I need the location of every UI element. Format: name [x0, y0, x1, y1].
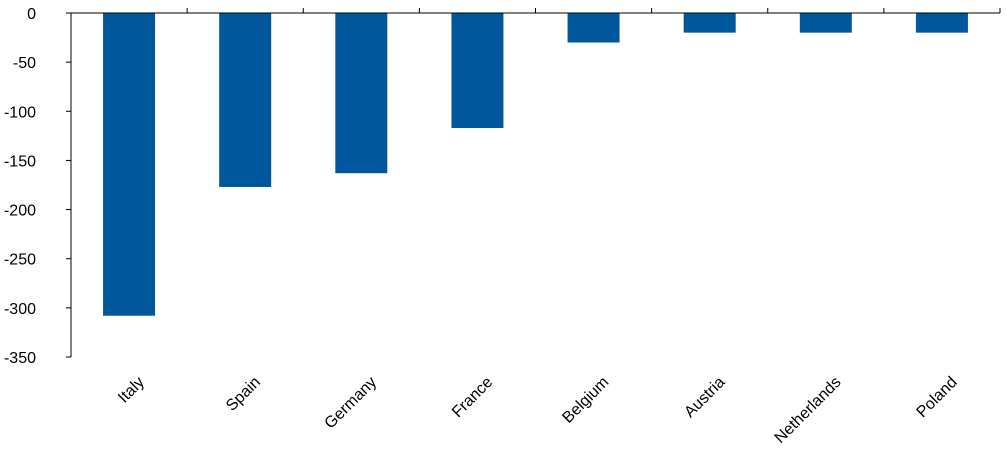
- y-tick-label: -100: [4, 104, 36, 121]
- bar-france: [451, 13, 504, 128]
- y-tick-label: -350: [4, 350, 36, 367]
- x-tick-label-netherlands: Netherlands: [772, 374, 845, 447]
- bars-group: [103, 13, 968, 316]
- y-tick-label: -150: [4, 153, 36, 170]
- y-axis: 0 -50 -100 -150 -200 -250 -300 -350: [4, 6, 72, 367]
- x-tick-label-france: France: [449, 374, 496, 421]
- x-tick-label-austria: Austria: [681, 374, 728, 421]
- x-tick-label-germany: Germany: [322, 374, 381, 433]
- bar-germany: [335, 13, 388, 174]
- x-tick-label-belgium: Belgium: [559, 374, 612, 427]
- y-tick-label: -250: [4, 252, 36, 269]
- bar-austria: [683, 13, 736, 33]
- x-tick-label-italy: Italy: [115, 374, 148, 407]
- y-tick-label: -300: [4, 301, 36, 318]
- bar-netherlands: [799, 13, 852, 33]
- y-tick-label: -200: [4, 203, 36, 220]
- x-tick-label-poland: Poland: [914, 374, 961, 421]
- x-tick-label-spain: Spain: [223, 374, 264, 415]
- bar-italy: [103, 13, 156, 316]
- y-tick-label: 0: [27, 6, 36, 23]
- bar-spain: [219, 13, 272, 187]
- x-axis: Italy Spain Germany France Belgium Austria Net…: [71, 8, 1001, 447]
- bar-poland: [915, 13, 968, 33]
- y-tick-label: -50: [13, 55, 36, 72]
- bar-belgium: [567, 13, 620, 43]
